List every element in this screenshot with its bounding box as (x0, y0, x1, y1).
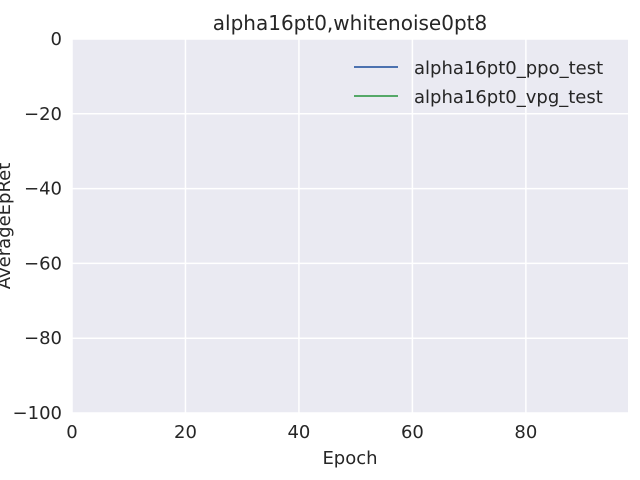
y-axis-label: AverageEpRet (0, 163, 15, 290)
x-tick-label: 80 (514, 422, 537, 443)
x-axis-label: Epoch (322, 448, 377, 469)
y-tick-label: 0 (51, 29, 62, 50)
y-tick-label: −20 (24, 104, 62, 125)
legend-label: alpha16pt0_vpg_test (414, 87, 603, 108)
grid (71, 38, 628, 414)
x-tick-label: 0 (66, 422, 77, 443)
y-tick-label: −40 (24, 179, 62, 200)
legend: alpha16pt0_ppo_test alpha16pt0_vpg_test (354, 58, 603, 108)
legend-label: alpha16pt0_ppo_test (414, 58, 603, 79)
y-tick-label: −80 (24, 328, 62, 349)
x-tick-label: 40 (287, 422, 310, 443)
chart-title: alpha16pt0,whitenoise0pt8 (213, 11, 487, 35)
tick-labels: 0 20 40 60 80 0 −20 −40 −60 −80 −100 (13, 29, 538, 443)
y-tick-label: −100 (13, 403, 62, 424)
plot-area (72, 39, 628, 413)
x-tick-label: 20 (174, 422, 197, 443)
y-tick-label: −60 (24, 253, 62, 274)
x-tick-label: 60 (401, 422, 424, 443)
